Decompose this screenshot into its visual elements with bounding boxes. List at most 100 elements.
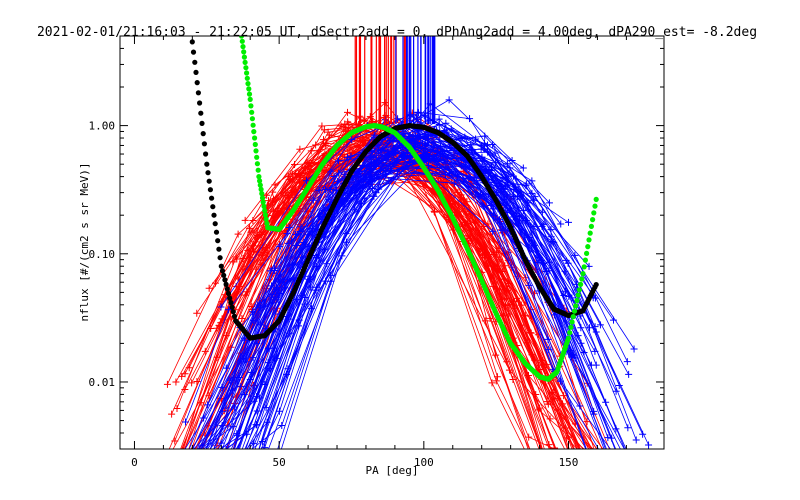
data-point (546, 415, 554, 423)
curve-dot (258, 186, 264, 192)
data-point (498, 267, 506, 275)
data-point (583, 484, 590, 491)
data-point (227, 457, 234, 464)
data-point (630, 345, 638, 353)
curve-dot (569, 319, 575, 325)
curve-dot (240, 44, 246, 50)
data-point (168, 484, 175, 491)
data-point (220, 474, 227, 481)
data-point (285, 223, 293, 231)
curve-dot (204, 161, 210, 167)
data-point (593, 477, 600, 484)
data-point (363, 178, 371, 186)
data-point (522, 180, 530, 188)
data-point (391, 158, 399, 166)
data-point (645, 441, 653, 449)
curve-dot (244, 70, 250, 76)
trace-line (221, 131, 596, 412)
data-point (477, 145, 485, 153)
data-point (525, 234, 533, 242)
data-point (547, 226, 555, 234)
data-point (607, 484, 614, 491)
data-point (630, 484, 637, 491)
data-point (566, 484, 573, 491)
data-point (162, 484, 169, 491)
data-point (250, 450, 257, 457)
data-point (583, 459, 590, 466)
data-point (186, 484, 193, 491)
data-point (178, 372, 186, 380)
data-point (467, 234, 475, 242)
curve-dot (245, 81, 251, 87)
data-point (616, 484, 623, 491)
curve-dot (193, 69, 199, 75)
data-point (623, 484, 630, 491)
data-point (492, 377, 500, 385)
data-point (214, 484, 221, 491)
data-point (193, 309, 201, 317)
data-point (231, 452, 238, 459)
data-point (253, 340, 261, 348)
data-point (488, 379, 496, 387)
data-point (539, 451, 546, 458)
data-point (228, 451, 235, 458)
data-point (519, 164, 527, 172)
data-point (344, 108, 352, 116)
data-point (217, 303, 225, 311)
data-point (538, 208, 546, 216)
data-point (419, 140, 427, 148)
curve-dot (198, 110, 204, 116)
data-point (173, 404, 181, 412)
curve-dot (590, 217, 596, 223)
data-point (540, 484, 547, 491)
data-point (172, 484, 179, 491)
data-point (549, 473, 556, 480)
data-point (229, 484, 236, 491)
data-point (477, 244, 485, 252)
data-point (173, 484, 180, 491)
data-point (567, 347, 575, 355)
plot-area: 0 50 100 150 0.01 0.10 1.00 (89, 35, 665, 491)
curve-dot (252, 135, 258, 141)
data-point (260, 458, 267, 465)
x-axis: 0 50 100 150 (131, 36, 627, 469)
data-point (640, 484, 647, 491)
data-point (588, 475, 595, 482)
data-point (493, 373, 501, 381)
curve-dot (243, 65, 249, 71)
curve-dot (203, 151, 209, 157)
data-point (178, 484, 185, 491)
data-point (231, 484, 238, 491)
data-point (544, 335, 552, 343)
data-point (535, 254, 543, 262)
data-point (615, 483, 622, 490)
data-point (297, 223, 305, 231)
curve-dot (200, 131, 206, 137)
plot-frame (119, 35, 665, 450)
data-point (431, 208, 439, 216)
data-point (252, 421, 260, 429)
data-point (160, 484, 167, 491)
data-point (213, 484, 220, 491)
data-point (440, 146, 448, 154)
data-point (550, 480, 557, 487)
data-point (617, 484, 624, 491)
curve-dot (209, 195, 215, 201)
y-tick-label: 0.01 (89, 376, 116, 389)
curve-dot (578, 281, 584, 287)
data-point (168, 410, 176, 418)
data-point (582, 484, 589, 491)
curve-dot (224, 286, 230, 292)
data-point (608, 484, 615, 491)
data-point (221, 446, 223, 449)
data-point (545, 441, 553, 449)
data-point (604, 484, 611, 491)
data-point (216, 484, 223, 491)
data-point (548, 237, 556, 245)
curve-dot (573, 303, 579, 309)
data-point (503, 358, 511, 366)
data-point (592, 484, 599, 491)
data-point (612, 425, 620, 433)
data-point (628, 484, 635, 491)
